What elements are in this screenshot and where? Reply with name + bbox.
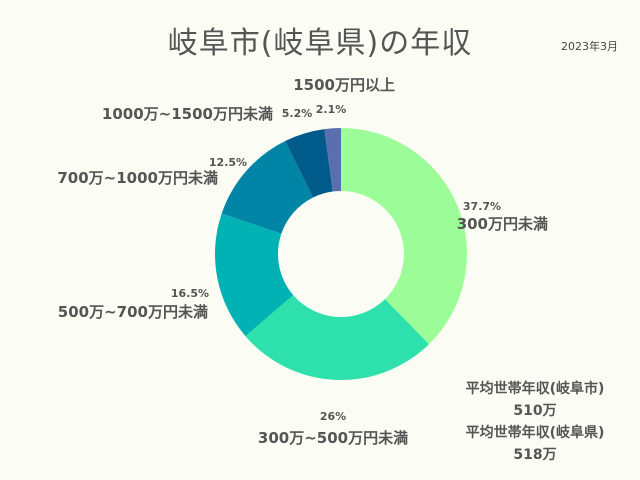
chart-title: 岐阜市(岐阜県)の年収 xyxy=(167,26,473,61)
donut-slice xyxy=(215,213,294,337)
slice-percent-label: 16.5% xyxy=(171,287,209,300)
average-income-city-value: 510万 xyxy=(513,403,557,419)
labels-group: 37.7% 300万円未満 26% 300万~500万円未満 16.5% 500万~700… xyxy=(57,76,548,447)
slice-category-label: 500万~700万円未満 xyxy=(58,303,208,321)
slice-category-label: 300万円未満 xyxy=(457,215,548,233)
slice-percent-label: 26% xyxy=(320,410,346,423)
slice-percent-label: 37.7% xyxy=(463,200,501,213)
slice-category-label: 700万~1000万円未満 xyxy=(57,169,218,187)
donut-slice xyxy=(341,128,468,345)
donut-slice xyxy=(245,295,429,380)
slice-category-label: 1500万円以上 xyxy=(293,76,395,94)
slice-percent-label: 5.2% xyxy=(282,107,313,120)
average-income-city: 平均世帯年収(岐阜市) 510万 xyxy=(440,378,630,422)
slice-category-label: 1000万~1500万円未満 xyxy=(102,105,273,123)
slice-category-label: 300万~500万円未満 xyxy=(258,429,408,447)
date-label: 2023年3月 xyxy=(561,40,618,53)
average-income-pref-label: 平均世帯年収(岐阜県) xyxy=(465,425,605,441)
average-income-pref-value: 518万 xyxy=(513,447,557,463)
donut-slice xyxy=(221,141,314,234)
slice-percent-label: 12.5% xyxy=(209,156,247,169)
donut-slice xyxy=(324,128,341,192)
slice-percent-label: 2.1% xyxy=(316,103,347,116)
slices-group xyxy=(215,128,468,380)
average-income-city-label: 平均世帯年収(岐阜市) xyxy=(465,381,605,397)
average-income-pref: 平均世帯年収(岐阜県) 518万 xyxy=(440,422,630,466)
donut-slice xyxy=(285,129,333,198)
